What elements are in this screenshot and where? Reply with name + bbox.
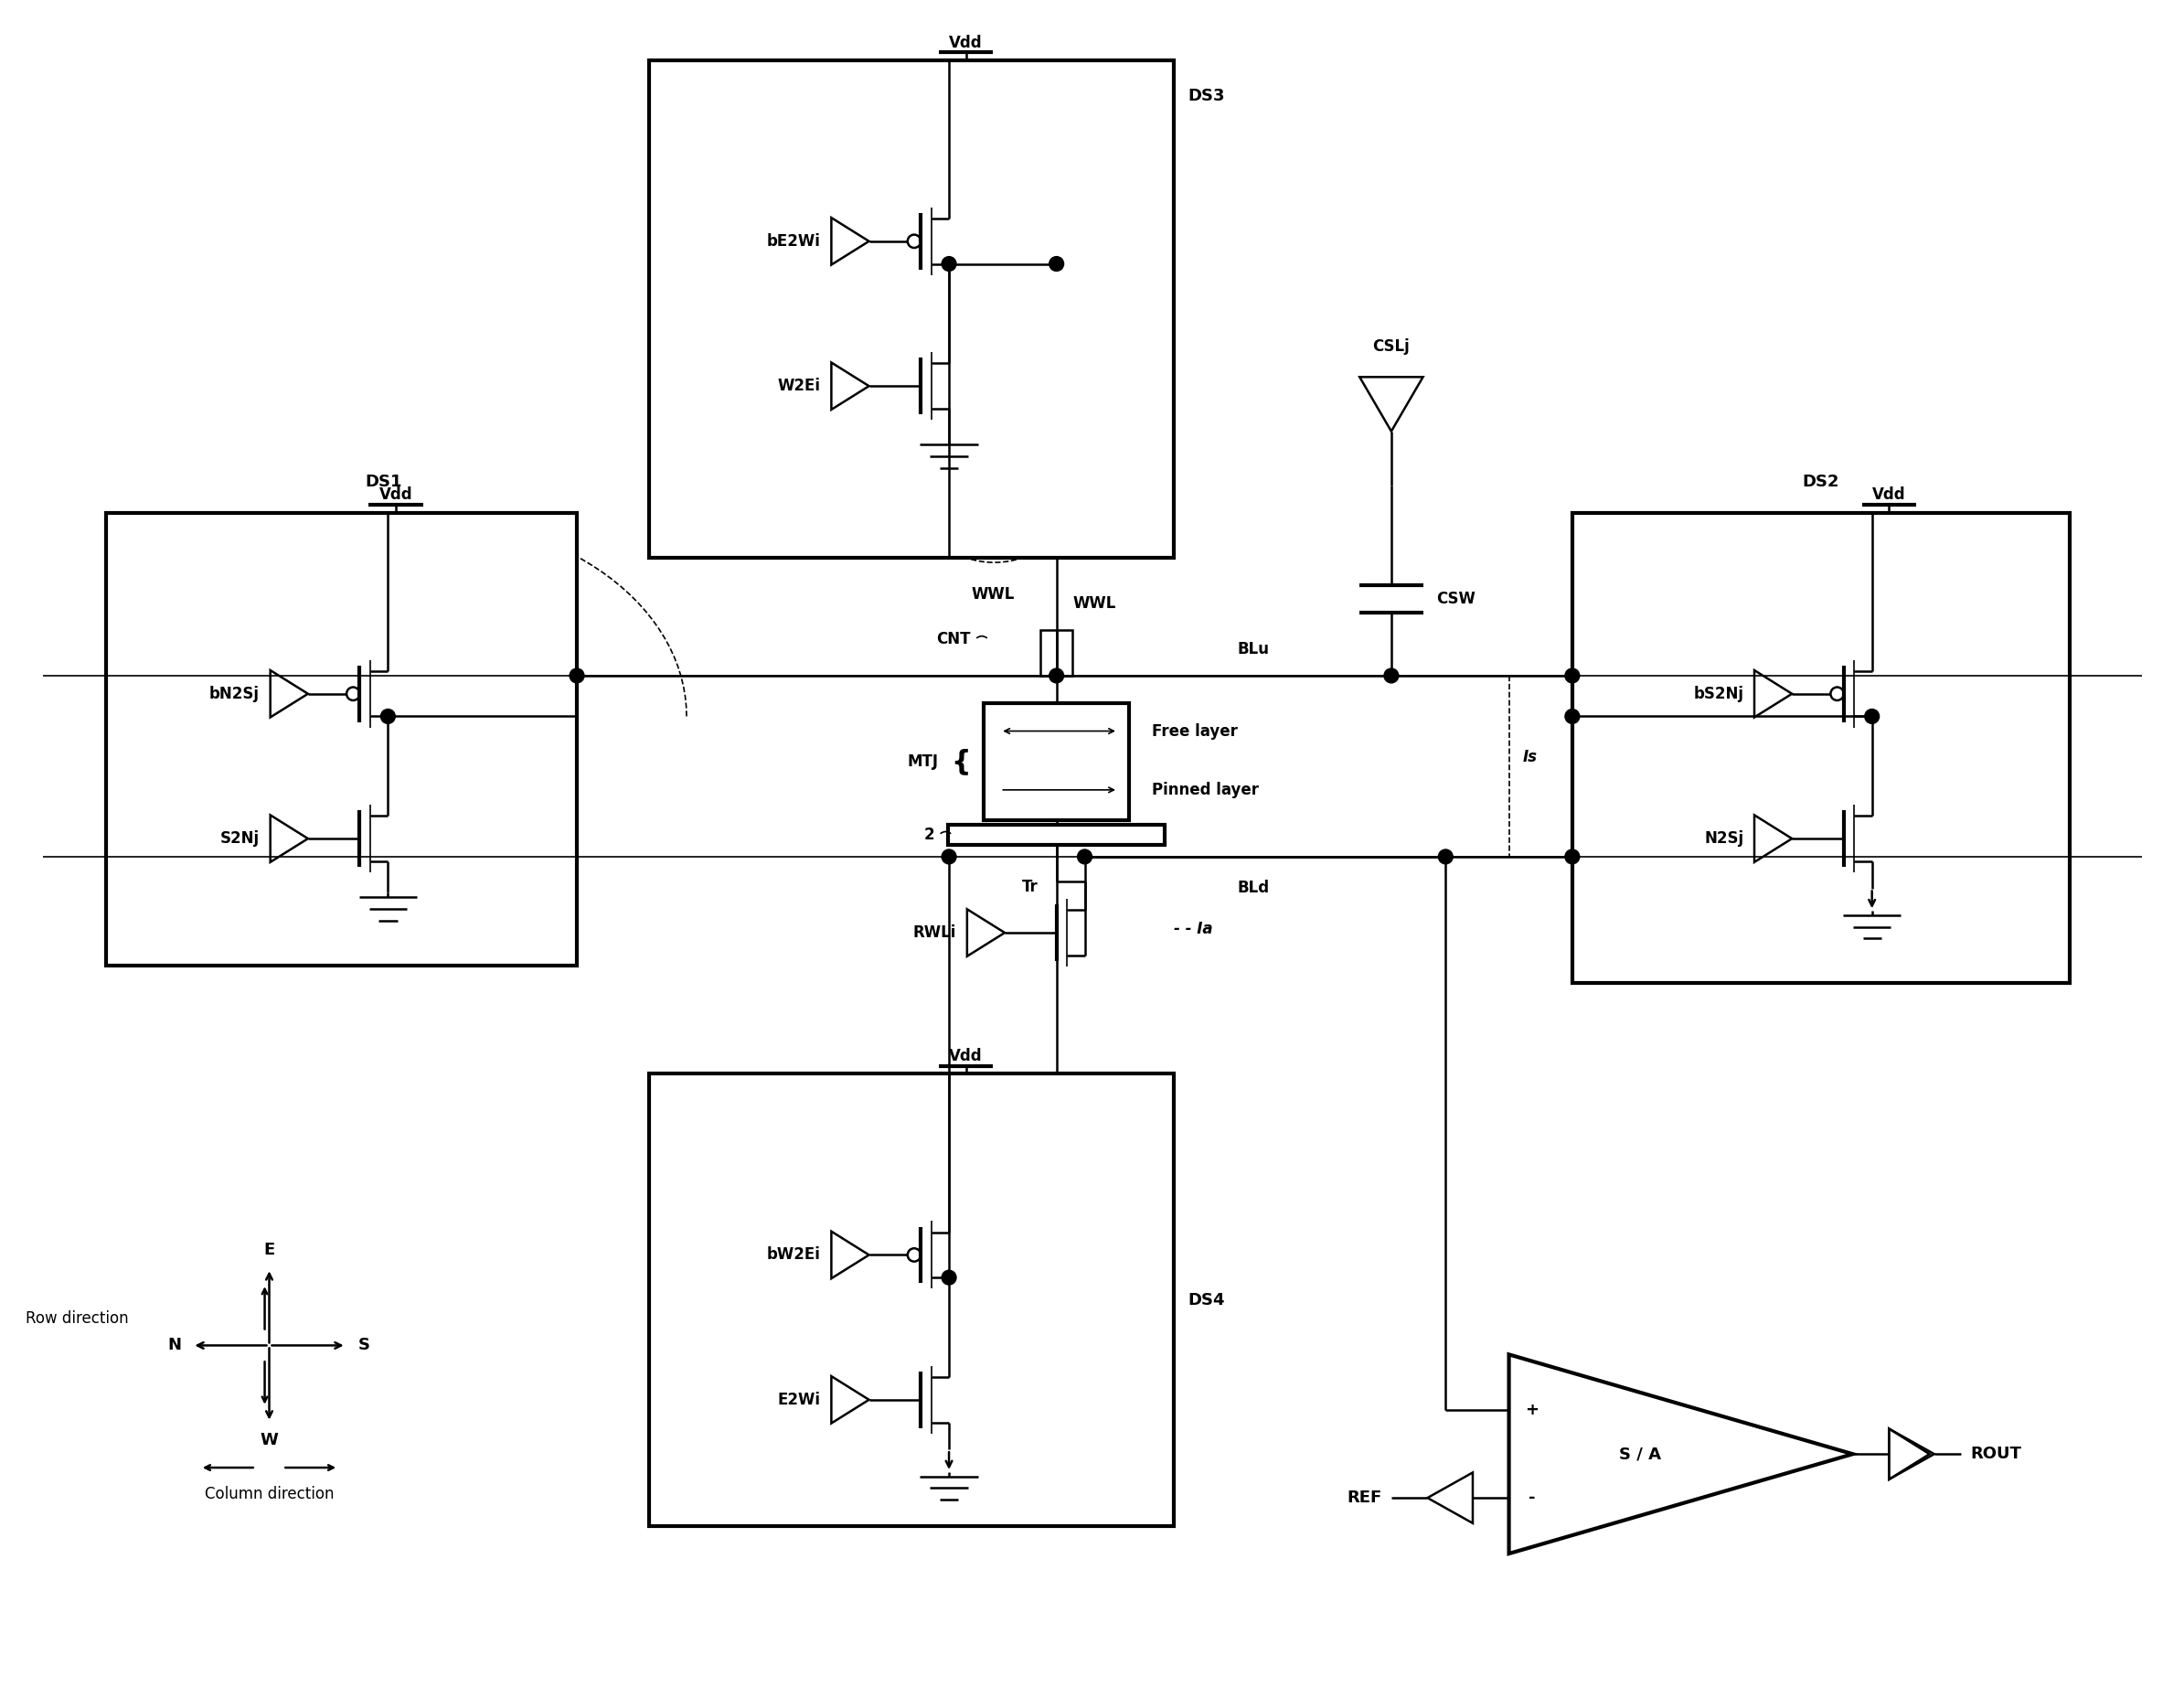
Bar xyxy=(985,703,1129,820)
Text: Free layer: Free layer xyxy=(1151,723,1238,739)
Text: DS3: DS3 xyxy=(1188,88,1225,105)
Text: -: - xyxy=(1529,1489,1535,1506)
Text: CNT: CNT xyxy=(937,632,970,647)
Bar xyxy=(649,59,1175,559)
Text: Vdd: Vdd xyxy=(1872,487,1907,503)
Text: +: + xyxy=(1524,1403,1538,1418)
Text: - - Ia: - - Ia xyxy=(1175,920,1212,937)
Text: bW2Ei: bW2Ei xyxy=(767,1246,821,1263)
Text: S / A: S / A xyxy=(1618,1445,1660,1462)
Circle shape xyxy=(1566,710,1579,723)
Text: Vdd: Vdd xyxy=(950,34,983,51)
Text: ROUT: ROUT xyxy=(1970,1445,2022,1462)
Text: bS2Nj: bS2Nj xyxy=(1693,686,1743,701)
Text: 2: 2 xyxy=(924,827,935,844)
Bar xyxy=(107,513,577,964)
Text: N: N xyxy=(168,1338,181,1353)
Text: CSLj: CSLj xyxy=(1374,338,1411,355)
Circle shape xyxy=(380,710,395,723)
Circle shape xyxy=(941,1270,957,1285)
Bar xyxy=(649,1073,1175,1527)
Circle shape xyxy=(941,849,957,864)
Text: WWL: WWL xyxy=(1072,594,1116,611)
Circle shape xyxy=(1865,710,1878,723)
Text: REF: REF xyxy=(1348,1489,1382,1506)
Text: Pinned layer: Pinned layer xyxy=(1151,781,1258,798)
Text: bE2Wi: bE2Wi xyxy=(767,233,821,250)
Circle shape xyxy=(941,256,957,272)
Bar xyxy=(948,825,1164,846)
Text: Column direction: Column direction xyxy=(205,1486,334,1503)
Circle shape xyxy=(1566,849,1579,864)
Circle shape xyxy=(1439,849,1452,864)
Text: {: { xyxy=(950,749,970,774)
Text: DS1: DS1 xyxy=(365,474,402,491)
Text: N2Sj: N2Sj xyxy=(1704,830,1743,847)
Text: S: S xyxy=(358,1338,369,1353)
Circle shape xyxy=(1077,849,1092,864)
Text: RWLi: RWLi xyxy=(913,924,957,941)
Text: W: W xyxy=(260,1431,277,1448)
Text: BLd: BLd xyxy=(1238,880,1269,897)
Text: DS2: DS2 xyxy=(1802,474,1839,491)
Text: Vdd: Vdd xyxy=(380,487,413,503)
Bar xyxy=(1572,513,2070,983)
Text: BLu: BLu xyxy=(1238,642,1269,657)
Text: E: E xyxy=(264,1243,275,1258)
Circle shape xyxy=(1048,256,1064,272)
Text: S2Nj: S2Nj xyxy=(221,830,260,847)
Text: E2Wi: E2Wi xyxy=(778,1392,821,1408)
Text: W2Ei: W2Ei xyxy=(778,379,821,394)
Text: WWL: WWL xyxy=(972,586,1016,603)
Circle shape xyxy=(1385,669,1398,683)
Circle shape xyxy=(570,669,583,683)
Text: Tr: Tr xyxy=(1022,878,1037,895)
Bar xyxy=(1040,630,1072,676)
Text: Row direction: Row direction xyxy=(26,1311,129,1326)
Circle shape xyxy=(1566,669,1579,683)
Text: DS4: DS4 xyxy=(1188,1292,1225,1309)
Text: CSW: CSW xyxy=(1437,591,1476,606)
Text: Is: Is xyxy=(1522,749,1538,766)
Text: Vdd: Vdd xyxy=(950,1048,983,1065)
Text: bN2Sj: bN2Sj xyxy=(210,686,260,701)
Circle shape xyxy=(1048,669,1064,683)
Text: MTJ: MTJ xyxy=(909,754,939,769)
